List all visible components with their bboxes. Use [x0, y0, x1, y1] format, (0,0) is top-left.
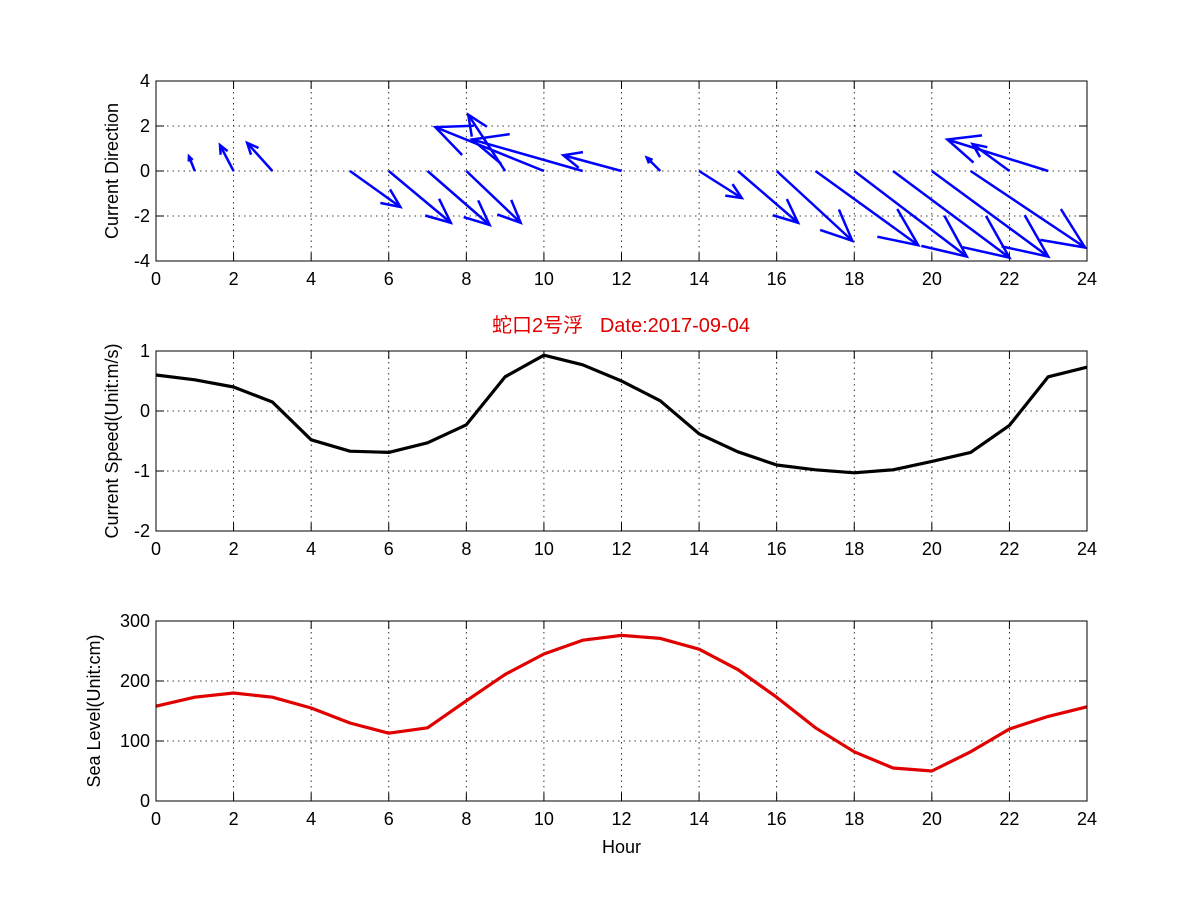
speed-x-tick-label: 10 — [534, 539, 554, 559]
sea-level-x-tick-label: 20 — [922, 809, 942, 829]
sea-level-x-tick-label: 18 — [844, 809, 864, 829]
sea-level-y-axis-label: Sea Level(Unit:cm) — [84, 634, 104, 787]
direction-arrow — [245, 140, 274, 172]
direction-arrow — [944, 134, 1049, 173]
direction-x-tick-label: 6 — [384, 269, 394, 289]
direction-x-tick-label: 4 — [306, 269, 316, 289]
speed-x-tick-label: 0 — [151, 539, 161, 559]
direction-x-tick-label: 24 — [1077, 269, 1097, 289]
sea-level-x-tick-label: 14 — [689, 809, 709, 829]
speed-x-tick-label: 8 — [461, 539, 471, 559]
direction-arrow — [814, 169, 921, 248]
sea-level-y-tick-label: 300 — [120, 611, 150, 631]
direction-arrow — [432, 124, 545, 173]
sea-level-axes-frame — [155, 620, 1088, 802]
sea-level-x-tick-label: 10 — [534, 809, 554, 829]
speed-x-tick-label: 4 — [306, 539, 316, 559]
speed-y-tick-label: -2 — [134, 521, 150, 541]
speed-x-tick-label: 16 — [767, 539, 787, 559]
sea-level-y-tick-label: 0 — [140, 791, 150, 811]
direction-y-tick-label: 2 — [140, 116, 150, 136]
direction-arrow — [560, 150, 622, 173]
sea-level-x-tick-label: 22 — [999, 809, 1019, 829]
sea-level-y-tick-label: 200 — [120, 671, 150, 691]
direction-x-tick-label: 2 — [229, 269, 239, 289]
direction-arrow — [853, 170, 970, 259]
direction-y-tick-label: -4 — [134, 251, 150, 271]
sea-level-x-tick-label: 12 — [611, 809, 631, 829]
direction-arrow — [737, 170, 801, 225]
direction-x-tick-label: 14 — [689, 269, 709, 289]
direction-arrow — [218, 142, 235, 172]
direction-x-tick-label: 16 — [767, 269, 787, 289]
sea-level-x-tick-label: 2 — [229, 809, 239, 829]
direction-x-tick-label: 0 — [151, 269, 161, 289]
direction-arrow — [698, 169, 745, 200]
direction-arrow — [969, 169, 1088, 250]
direction-y-axis-label: Current Direction — [102, 103, 122, 239]
sea-level-series-line — [155, 633, 1088, 773]
direction-y-tick-label: 0 — [140, 161, 150, 181]
speed-series-line — [155, 353, 1088, 475]
speed-y-tick-label: 0 — [140, 401, 150, 421]
speed-y-tick-label: -1 — [134, 461, 150, 481]
direction-x-tick-label: 8 — [461, 269, 471, 289]
speed-axes-frame — [155, 350, 1088, 532]
direction-arrow — [187, 153, 196, 172]
sea-level-y-tick-label: 100 — [120, 731, 150, 751]
direction-x-tick-label: 12 — [611, 269, 631, 289]
speed-x-tick-label: 6 — [384, 539, 394, 559]
chart-title: 蛇口2号浮 Date:2017-09-04 — [492, 314, 750, 337]
sea-level-x-tick-label: 16 — [767, 809, 787, 829]
speed-x-tick-label: 22 — [999, 539, 1019, 559]
speed-x-tick-label: 24 — [1077, 539, 1097, 559]
sea-level-x-tick-label: 24 — [1077, 809, 1097, 829]
speed-x-tick-label: 14 — [689, 539, 709, 559]
direction-y-tick-label: -2 — [134, 206, 150, 226]
direction-arrow — [469, 132, 584, 173]
direction-arrow — [349, 169, 403, 209]
sea-level-x-tick-label: 0 — [151, 809, 161, 829]
sea-level-x-tick-label: 4 — [306, 809, 316, 829]
direction-arrow — [465, 170, 523, 225]
direction-y-tick-label: 4 — [140, 71, 150, 91]
sea-level-x-tick-label: 8 — [461, 809, 471, 829]
direction-arrow — [644, 155, 662, 172]
direction-arrow — [387, 170, 454, 225]
speed-y-tick-label: 1 — [140, 341, 150, 361]
speed-x-tick-label: 20 — [922, 539, 942, 559]
direction-arrow — [931, 169, 1051, 259]
speed-x-tick-label: 2 — [229, 539, 239, 559]
direction-x-tick-label: 10 — [534, 269, 554, 289]
sea-level-x-axis-label: Hour — [602, 837, 641, 857]
direction-x-tick-label: 18 — [844, 269, 864, 289]
speed-y-axis-label: Current Speed(Unit:m/s) — [102, 343, 122, 538]
sea-level-x-tick-label: 6 — [384, 809, 394, 829]
speed-x-tick-label: 12 — [611, 539, 631, 559]
direction-arrow — [426, 170, 492, 228]
direction-arrow — [775, 170, 855, 243]
speed-x-tick-label: 18 — [844, 539, 864, 559]
direction-x-tick-label: 20 — [922, 269, 942, 289]
direction-x-tick-label: 22 — [999, 269, 1019, 289]
